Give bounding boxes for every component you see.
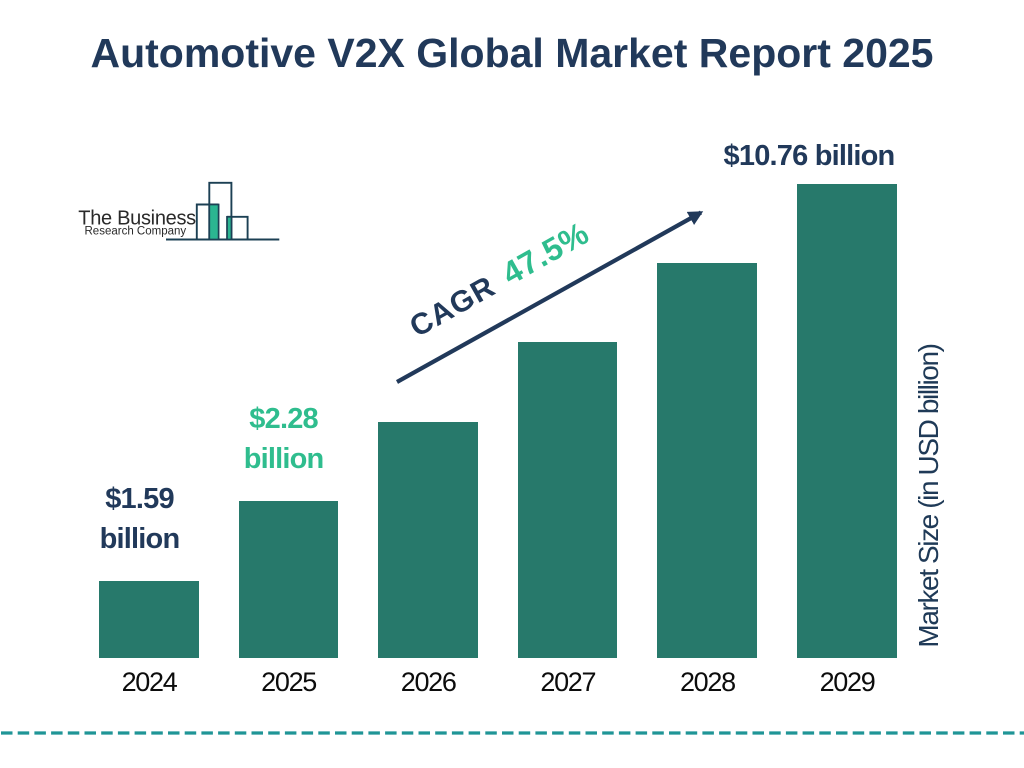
svg-text:Research Company: Research Company	[85, 226, 187, 238]
svg-text:The Business: The Business	[78, 208, 196, 230]
